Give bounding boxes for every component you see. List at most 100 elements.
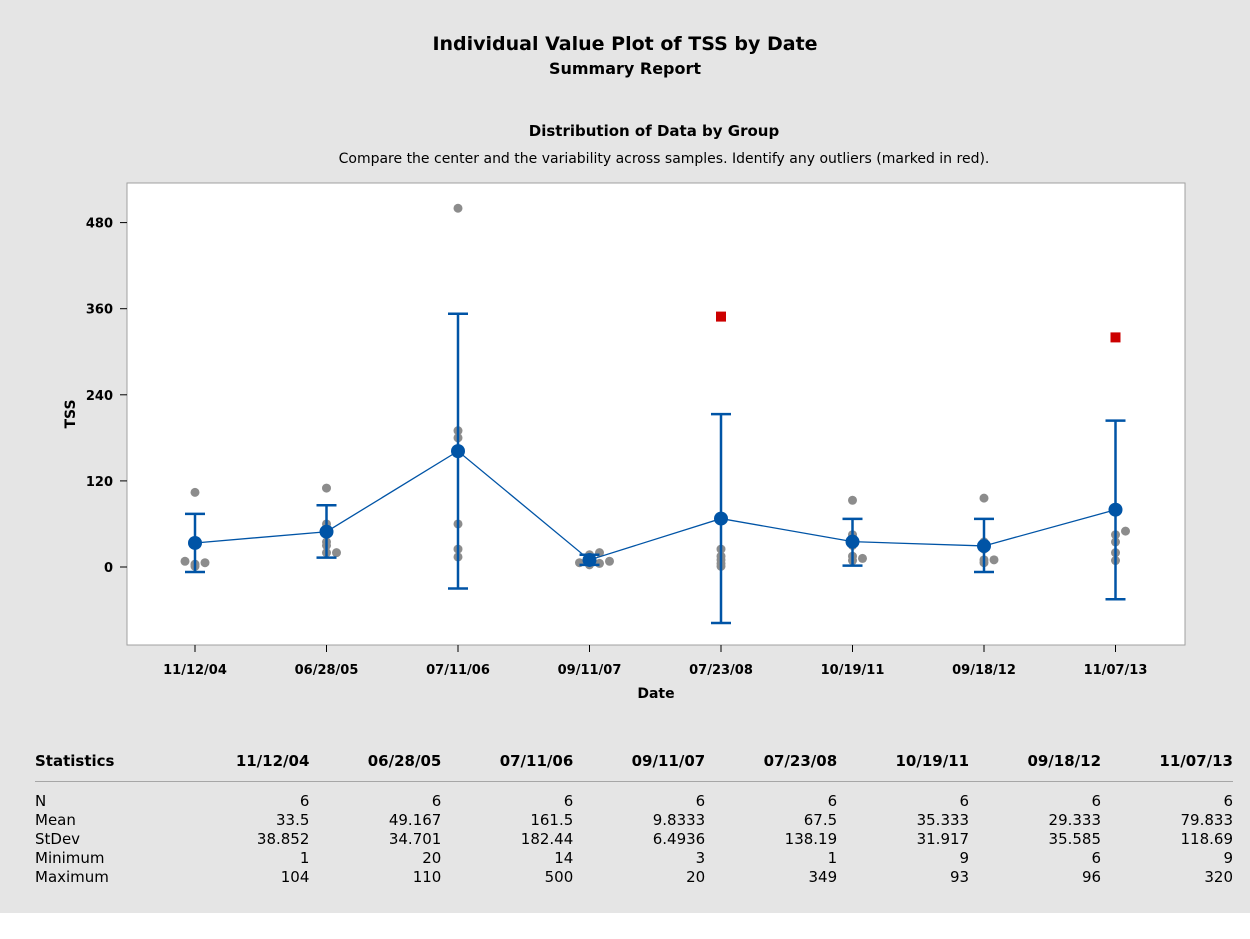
stats-row-n: N 6 6 6 6 6 6 6 6	[35, 782, 1233, 812]
stats-cell: 3	[695, 849, 706, 867]
plot-area	[126, 182, 1186, 646]
stats-cell: 1	[299, 849, 310, 867]
stats-cell: 35.585	[1048, 830, 1102, 848]
y-tick-label: 240	[86, 389, 113, 404]
y-axis: 0 120 240 360 480	[86, 217, 127, 576]
stats-cell: 6	[431, 792, 442, 810]
stats-cell: 79.833	[1180, 811, 1234, 829]
mean-marker	[319, 524, 334, 539]
stats-cell: 67.5	[803, 811, 838, 829]
x-tick-label: 09/18/12	[952, 663, 1016, 678]
stats-cell: 104	[280, 868, 310, 886]
stats-cell: 14	[554, 849, 574, 867]
data-point	[979, 493, 989, 503]
data-point	[1121, 526, 1130, 536]
stats-row-maximum: Maximum 104 110 500 20 349 93 96 320	[35, 868, 1233, 887]
stats-row-label: N	[35, 792, 47, 810]
stats-cell: 110	[412, 868, 442, 886]
statistics-header-row: Statistics 11/12/04 06/28/05 07/11/06 09…	[35, 749, 1233, 782]
mean-marker	[845, 534, 860, 549]
statistics-header-label: Statistics	[35, 749, 178, 782]
individual-value-plot: Individual Value Plot of TSS by Date Sum…	[63, 33, 1186, 702]
stats-row-label: StDev	[35, 830, 81, 848]
y-tick-label: 360	[86, 303, 113, 318]
stats-cell: 138.19	[784, 830, 838, 848]
column-header: 06/28/05	[309, 749, 442, 782]
statistics-body: N 6 6 6 6 6 6 6 6 Mean 33.5 49.167 161.5 9.8333 67.5 35…	[35, 782, 1233, 888]
stats-cell: 6	[299, 792, 310, 810]
section-title: Distribution of Data by Group	[529, 122, 780, 140]
y-axis-label: TSS	[63, 399, 79, 428]
stats-cell: 93	[950, 868, 970, 886]
stats-cell: 6.4936	[652, 830, 706, 848]
x-tick-label: 11/12/04	[163, 663, 227, 678]
data-point	[190, 487, 200, 497]
y-tick-label: 480	[86, 217, 113, 232]
mean-marker	[714, 511, 728, 526]
stats-cell: 118.69	[1180, 830, 1234, 848]
outlier-marker	[716, 311, 726, 322]
stats-cell: 6	[959, 792, 970, 810]
x-tick-label: 11/07/13	[1084, 663, 1148, 678]
section-description: Compare the center and the variability a…	[339, 151, 990, 167]
y-tick-label: 120	[86, 475, 113, 490]
stats-row-mean: Mean 33.5 49.167 161.5 9.8333 67.5 35.333 29.33…	[35, 811, 1233, 830]
data-point	[332, 548, 341, 558]
stats-cell: 349	[808, 868, 838, 886]
data-point	[200, 558, 210, 568]
mean-marker	[582, 552, 597, 567]
mean-marker	[451, 444, 465, 459]
stats-cell: 320	[1204, 868, 1233, 886]
outlier-marker	[1110, 332, 1121, 343]
stats-row-label: Minimum	[35, 849, 105, 867]
y-tick-label: 0	[104, 561, 113, 576]
data-point	[848, 495, 857, 505]
stats-cell: 500	[544, 868, 574, 886]
data-layer	[180, 203, 1130, 625]
statistics-table: Statistics 11/12/04 06/28/05 07/11/06 09…	[35, 749, 1233, 887]
stats-row-stdev: StDev 38.852 34.701 182.44 6.4936 138.19 31.91…	[35, 830, 1233, 849]
column-header: 07/23/08	[705, 749, 838, 782]
stats-cell: 6	[1223, 792, 1233, 810]
column-header: 10/19/11	[837, 749, 970, 782]
stats-cell: 9	[959, 849, 970, 867]
summary-report: Individual Value Plot of TSS by Date Sum…	[0, 0, 1250, 913]
x-tick-label: 07/11/06	[426, 663, 490, 678]
stats-cell: 49.167	[388, 811, 442, 829]
stats-cell: 182.44	[520, 830, 574, 848]
stats-cell: 9.8333	[652, 811, 706, 829]
stats-cell: 6	[827, 792, 838, 810]
stats-cell: 20	[422, 849, 442, 867]
stats-cell: 6	[695, 792, 706, 810]
data-point	[453, 203, 463, 213]
stats-cell: 33.5	[276, 811, 310, 829]
stats-cell: 38.852	[256, 830, 310, 848]
x-axis-label: Date	[637, 686, 674, 702]
column-header: 11/12/04	[177, 749, 310, 782]
x-tick-label: 06/28/05	[295, 663, 359, 678]
mean-line	[194, 450, 1116, 561]
column-header: 07/11/06	[441, 749, 574, 782]
stats-cell: 6	[563, 792, 574, 810]
data-point	[858, 553, 867, 563]
stats-cell: 6	[1091, 849, 1102, 867]
stats-cell: 34.701	[388, 830, 442, 848]
stats-cell: 161.5	[530, 811, 574, 829]
mean-marker	[1108, 502, 1123, 517]
x-tick-label: 09/11/07	[558, 663, 622, 678]
column-header: 11/07/13	[1101, 749, 1233, 782]
report-subtitle: Summary Report	[549, 59, 701, 78]
stats-cell: 35.333	[916, 811, 970, 829]
stats-cell: 29.333	[1048, 811, 1102, 829]
stats-row-minimum: Minimum 1 20 14 3 1 9 6 9	[35, 849, 1233, 868]
data-point	[180, 556, 190, 566]
stats-cell: 9	[1223, 849, 1233, 867]
column-header: 09/11/07	[573, 749, 706, 782]
stats-row-label: Mean	[35, 811, 76, 829]
stats-cell: 20	[686, 868, 706, 886]
data-point	[322, 483, 331, 493]
mean-marker	[977, 538, 991, 553]
x-tick-label: 07/23/08	[689, 663, 753, 678]
report-title: Individual Value Plot of TSS by Date	[432, 33, 817, 55]
data-point	[605, 556, 614, 566]
